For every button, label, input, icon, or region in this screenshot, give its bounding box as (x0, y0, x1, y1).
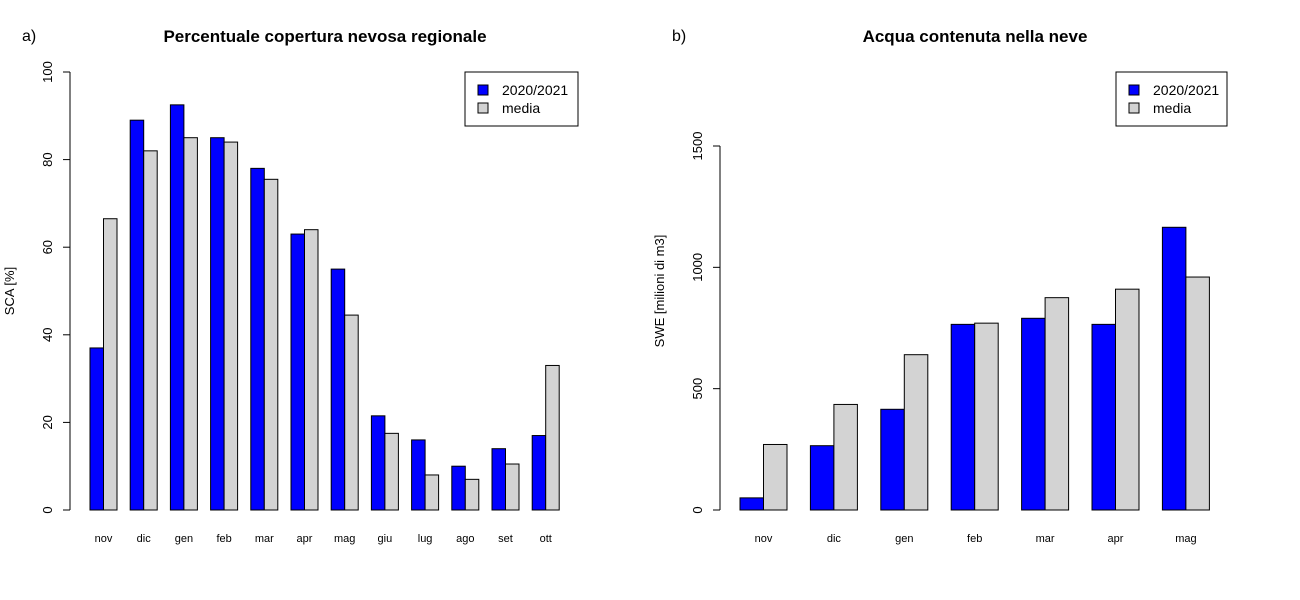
bar-current-dic-a (129, 119, 145, 511)
legend-swatch-current-a (477, 84, 489, 96)
bar-current-mar-a (250, 167, 265, 511)
legend-a: 2020/2021 media (464, 71, 579, 127)
x-category-label-a: dic (137, 533, 152, 545)
y-axis-title-b: SWE [milioni di m3] (652, 235, 667, 348)
bar-media-mar-b (1044, 297, 1070, 511)
bar-current-ago-a (451, 465, 466, 511)
y-tick-label-b: 0 (690, 506, 705, 513)
y-axis-title-a: SCA [%] (2, 267, 17, 315)
bar-media-gen-b (903, 354, 929, 511)
x-category-label-a: nov (95, 533, 113, 545)
bar-media-lug-a (424, 474, 440, 511)
y-tick-label-b: 1000 (690, 253, 705, 282)
legend-label-current-a: 2020/2021 (502, 82, 568, 98)
bar-media-nov-a (103, 218, 118, 511)
bar-media-mag-b (1185, 276, 1210, 511)
bar-current-nov-b (739, 497, 764, 511)
x-category-label-a: set (498, 533, 513, 545)
bar-media-nov-b (763, 443, 788, 511)
x-category-label-a: mar (255, 533, 274, 545)
x-category-label-a: mag (334, 533, 355, 545)
bar-current-mar-b (1021, 317, 1046, 511)
bar-current-feb-a (210, 137, 225, 511)
y-tick-label-a: 20 (40, 415, 55, 429)
bar-media-dic-b (833, 403, 858, 511)
bar-current-set-a (491, 448, 506, 511)
legend-label-current-b: 2020/2021 (1153, 82, 1219, 98)
bar-media-set-a (505, 463, 520, 511)
bar-media-ago-a (464, 478, 480, 511)
bar-media-mar-a (263, 178, 279, 511)
bar-current-giu-a (370, 415, 386, 511)
x-category-label-b: gen (895, 533, 913, 545)
x-category-label-b: feb (967, 533, 982, 545)
y-tick-label-a: 80 (40, 152, 55, 166)
legend-box-a (464, 71, 579, 127)
bar-current-gen-b (880, 408, 905, 511)
x-category-label-b: nov (755, 533, 773, 545)
legend-b: 2020/2021 media (1115, 71, 1228, 127)
chart-title-b: Acqua contenuta nella neve (863, 27, 1088, 46)
x-category-label-a: feb (216, 533, 231, 545)
plot-area-a: 0 20 40 60 80 100 nov dic gen feb mar apr mag giu lug a… (40, 61, 579, 545)
x-category-label-b: mag (1175, 533, 1196, 545)
y-tick-label-b: 500 (690, 378, 705, 400)
legend-swatch-media-b (1128, 102, 1140, 114)
bar-current-nov-a (89, 347, 104, 511)
bar-media-giu-a (384, 432, 399, 511)
panel-label-b: b) (672, 28, 686, 45)
legend-label-media-a: media (502, 100, 540, 116)
x-category-label-a: apr (297, 533, 313, 545)
legend-swatch-media-a (477, 102, 489, 114)
x-category-label-b: dic (827, 533, 842, 545)
bar-current-feb-b (950, 323, 976, 511)
x-category-label-a: lug (418, 533, 433, 545)
bar-media-feb-b (974, 322, 999, 511)
bar-current-apr-b (1091, 323, 1116, 511)
bar-current-gen-a (169, 104, 185, 511)
x-category-label-a: ago (456, 533, 474, 545)
y-tick-label-a: 40 (40, 328, 55, 342)
bar-media-apr-a (304, 229, 319, 511)
panel-b: b) Acqua contenuta nella neve SWE [milio… (652, 27, 1228, 545)
bar-media-mag-a (344, 314, 359, 511)
legend-label-media-b: media (1153, 100, 1191, 116)
x-category-label-a: giu (378, 533, 393, 545)
y-tick-label-a: 0 (40, 506, 55, 513)
bar-current-lug-a (411, 439, 426, 511)
y-tick-label-a: 100 (40, 61, 55, 83)
bar-media-apr-b (1115, 288, 1140, 511)
bar-media-dic-a (143, 150, 158, 511)
bar-current-dic-b (809, 445, 835, 511)
panel-label-a: a) (22, 28, 36, 45)
bar-media-feb-a (223, 141, 239, 511)
x-category-label-a: gen (175, 533, 193, 545)
x-category-label-a: ott (540, 533, 552, 545)
bar-current-apr-a (290, 233, 305, 511)
bar-current-mag-a (330, 268, 346, 511)
plot-area-b: 0 500 1000 1500 nov dic gen feb mar apr mag 2020/20… (690, 71, 1228, 545)
bar-media-gen-a (183, 137, 198, 511)
legend-box-b (1115, 71, 1228, 127)
y-tick-label-a: 60 (40, 240, 55, 254)
x-category-label-b: apr (1108, 533, 1124, 545)
bar-media-ott-a (545, 364, 560, 511)
bar-current-ott-a (531, 435, 547, 511)
chart-title-a: Percentuale copertura nevosa regionale (163, 27, 486, 46)
x-category-label-b: mar (1036, 533, 1055, 545)
panel-a: a) Percentuale copertura nevosa regional… (2, 27, 579, 545)
legend-swatch-current-b (1128, 84, 1140, 96)
bar-current-mag-b (1161, 226, 1187, 511)
y-tick-label-b: 1500 (690, 132, 705, 161)
